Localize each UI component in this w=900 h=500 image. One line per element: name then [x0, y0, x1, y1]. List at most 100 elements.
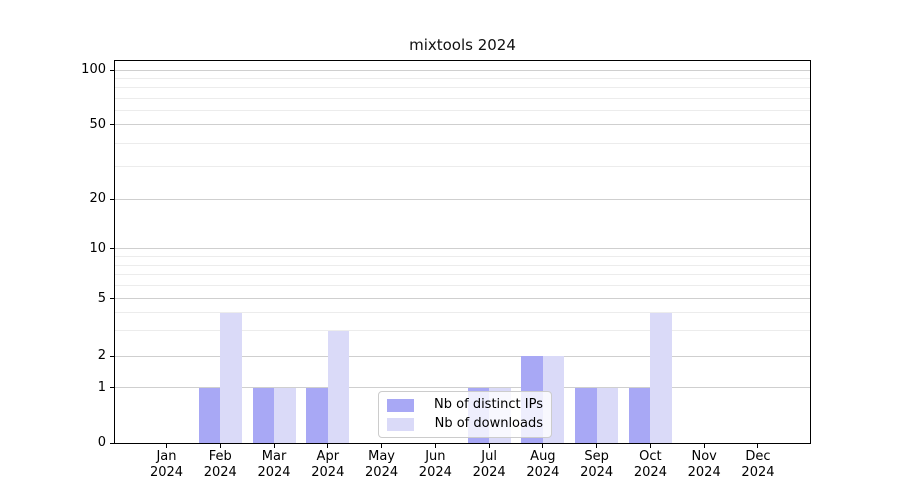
- x-axis-tick: [703, 444, 705, 448]
- legend-entry: Nb of downloads: [387, 417, 543, 431]
- y-axis-tick: [110, 442, 114, 444]
- x-tick-month: Oct: [639, 449, 662, 464]
- x-axis-tick: [327, 444, 329, 448]
- x-tick-label: Jul 2024: [473, 449, 506, 481]
- x-tick-year: 2024: [472, 465, 506, 480]
- x-tick-year: 2024: [311, 465, 345, 480]
- y-tick-label: 1: [97, 379, 106, 395]
- x-tick-year: 2024: [741, 465, 775, 480]
- y-axis-tick: [110, 355, 114, 357]
- bar-downloads-apr: [327, 330, 350, 443]
- legend: Nb of distinct IPs Nb of downloads: [378, 391, 552, 438]
- bar-distinct-ips-mar: [252, 387, 275, 443]
- x-tick-label: Jun 2024: [419, 449, 452, 481]
- x-axis-tick: [381, 444, 383, 448]
- y-axis-tick: [110, 198, 114, 200]
- gridline-major: [115, 69, 810, 71]
- legend-label: Nb of distinct IPs: [434, 397, 543, 412]
- gridline-major: [115, 248, 810, 250]
- bar-distinct-ips-feb: [198, 387, 221, 443]
- x-tick-month: Jul: [481, 449, 497, 464]
- y-tick-label: 50: [89, 116, 106, 132]
- legend-label: Nb of downloads: [434, 416, 543, 431]
- x-axis-tick: [273, 444, 275, 448]
- x-tick-label: Aug 2024: [526, 449, 559, 481]
- x-tick-year: 2024: [149, 465, 184, 480]
- x-axis-tick: [542, 444, 544, 448]
- bar-distinct-ips-oct: [628, 387, 651, 443]
- x-tick-month: Sep: [584, 449, 609, 464]
- bar-downloads-sep: [596, 387, 619, 443]
- x-tick-month: Nov: [691, 449, 717, 464]
- x-tick-year: 2024: [257, 465, 291, 480]
- x-axis-tick: [434, 444, 436, 448]
- gridline-major: [115, 124, 810, 126]
- gridline-minor: [115, 97, 810, 99]
- x-tick-label: Jan 2024: [150, 449, 183, 481]
- bar-distinct-ips-apr: [306, 387, 328, 443]
- gridline-minor: [115, 165, 810, 167]
- x-tick-label: Mar 2024: [257, 449, 290, 481]
- gridline-major: [115, 355, 810, 357]
- x-tick-label: Sep 2024: [580, 449, 613, 481]
- gridline-minor: [115, 142, 810, 144]
- legend-swatch-distinct-ips: [387, 398, 414, 412]
- gridline-minor: [115, 256, 810, 258]
- bar-downloads-feb: [220, 312, 242, 443]
- x-tick-year: 2024: [203, 465, 237, 480]
- bar-downloads-mar: [274, 387, 296, 443]
- x-tick-year: 2024: [418, 465, 452, 480]
- y-axis-tick: [110, 124, 114, 126]
- bar-distinct-ips-sep: [575, 387, 597, 443]
- x-axis-tick: [166, 444, 167, 448]
- y-axis-tick: [110, 387, 114, 389]
- x-tick-label: May 2024: [365, 449, 398, 481]
- gridline-minor: [115, 330, 810, 332]
- x-tick-month: Aug: [530, 449, 556, 464]
- y-axis-tick: [110, 298, 114, 300]
- gridline-minor: [115, 274, 810, 276]
- x-axis-tick: [219, 444, 221, 448]
- y-tick-label: 0: [97, 435, 106, 450]
- x-tick-month: Mar: [261, 449, 287, 464]
- gridline-major: [115, 198, 810, 200]
- x-tick-month: Dec: [745, 449, 771, 464]
- legend-swatch-downloads: [387, 417, 414, 431]
- gridline-major: [115, 387, 810, 389]
- y-tick-label: 2: [97, 348, 106, 364]
- gridline-major: [115, 298, 810, 300]
- x-tick-year: 2024: [687, 465, 721, 480]
- x-tick-month: May: [368, 449, 396, 464]
- legend-entry: Nb of distinct IPs: [387, 398, 543, 412]
- gridline-minor: [115, 312, 810, 314]
- x-tick-month: Jun: [425, 449, 446, 464]
- x-tick-month: Feb: [208, 449, 232, 464]
- chart-title: mixtools 2024: [409, 36, 516, 54]
- x-tick-label: Oct 2024: [634, 449, 667, 481]
- x-axis-tick: [488, 444, 490, 448]
- x-tick-year: 2024: [526, 465, 560, 480]
- x-tick-year: 2024: [365, 465, 399, 480]
- gridline-minor: [115, 264, 810, 266]
- y-axis-tick: [110, 69, 114, 71]
- x-tick-month: Apr: [316, 449, 340, 464]
- y-tick-label: 5: [97, 290, 106, 306]
- gridline-minor: [115, 77, 810, 79]
- x-tick-year: 2024: [633, 465, 667, 480]
- x-tick-year: 2024: [580, 465, 614, 480]
- gridline-minor: [115, 285, 810, 287]
- x-axis-tick: [649, 444, 651, 448]
- x-tick-label: Dec 2024: [741, 449, 774, 481]
- y-tick-label: 10: [89, 240, 106, 256]
- x-tick-label: Apr 2024: [311, 449, 344, 481]
- plot-area: [114, 60, 811, 444]
- y-axis-tick: [110, 248, 114, 250]
- gridline-minor: [115, 110, 810, 112]
- y-tick-label: 100: [81, 62, 106, 77]
- gridline-minor: [115, 87, 810, 89]
- y-tick-label: 20: [89, 191, 106, 207]
- x-axis-tick: [757, 444, 759, 448]
- x-axis-tick: [596, 444, 598, 448]
- x-tick-month: Jan: [156, 449, 177, 464]
